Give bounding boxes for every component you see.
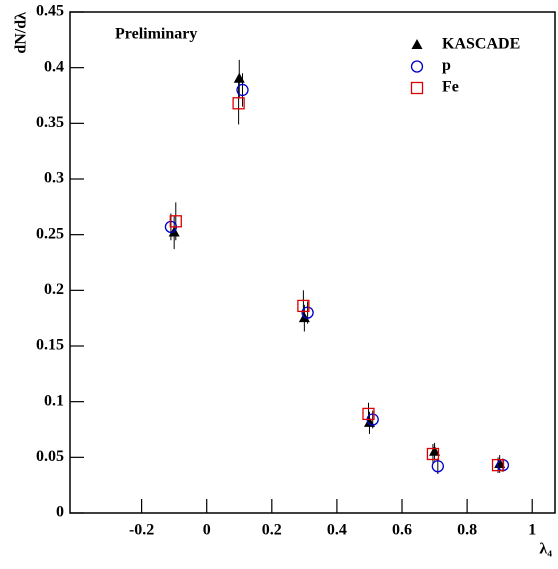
x-tick-label: 0.6 bbox=[392, 522, 412, 539]
y-tick-label: 0.4 bbox=[44, 58, 64, 75]
marker-square bbox=[362, 407, 375, 421]
y-tick-label: 0.35 bbox=[36, 114, 64, 131]
x-tick-label: 0.2 bbox=[262, 522, 282, 539]
y-tick-label: 0.05 bbox=[36, 448, 64, 465]
plot-frame bbox=[69, 11, 556, 514]
legend-marker bbox=[410, 81, 424, 95]
legend-marker bbox=[411, 39, 423, 49]
marker-triangle bbox=[233, 72, 245, 83]
marker-square bbox=[232, 97, 245, 110]
x-tick-label: 0.8 bbox=[457, 522, 477, 539]
marker-circle bbox=[301, 306, 314, 319]
marker-square bbox=[169, 215, 182, 228]
x-axis-label: λ₄ bbox=[539, 541, 552, 558]
legend-label: p bbox=[442, 57, 451, 74]
marker-circle bbox=[236, 83, 249, 97]
marker-square bbox=[297, 299, 310, 313]
legend-marker bbox=[410, 60, 424, 73]
y-tick-label: 0.25 bbox=[36, 225, 64, 242]
x-tick-label: 0.4 bbox=[327, 522, 347, 539]
marker-circle bbox=[431, 460, 444, 473]
marker-triangle bbox=[429, 445, 441, 456]
y-tick-label: 0.2 bbox=[44, 281, 64, 298]
marker-square bbox=[491, 458, 505, 472]
legend-label: Fe bbox=[442, 79, 459, 96]
y-tick-label: 0.3 bbox=[44, 170, 64, 187]
marker-square bbox=[426, 447, 440, 461]
x-tick-label: 1 bbox=[528, 522, 536, 539]
x-tick-label: 0 bbox=[203, 522, 211, 539]
x-tick-label: -0.2 bbox=[129, 522, 154, 539]
y-tick-label: 0 bbox=[56, 504, 64, 521]
annotation: Preliminary bbox=[115, 26, 197, 43]
y-tick-label: 0.1 bbox=[44, 392, 64, 409]
legend-label: KASCADE bbox=[442, 36, 520, 53]
y-axis-label: dN/dλ bbox=[13, 12, 30, 54]
y-tick-label: 0.15 bbox=[36, 337, 64, 354]
y-tick-label: 0.45 bbox=[36, 3, 64, 20]
